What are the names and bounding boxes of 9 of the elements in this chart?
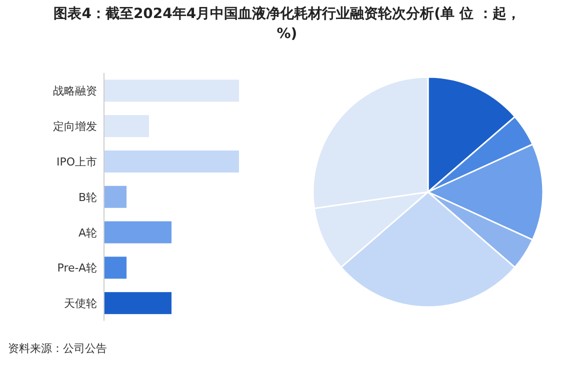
y-tick-label: B轮 (78, 190, 97, 204)
y-tick-label: A轮 (78, 226, 97, 240)
text: 资料来源：公司公告 (8, 342, 107, 355)
y-tick-label: IPO上市 (56, 156, 97, 168)
y-tick-label: 战略融资 (53, 84, 97, 98)
y-tick-label: 天使轮 (64, 297, 97, 310)
y-tick-label: Pre-A轮 (57, 262, 97, 275)
text: 图表4：截至2024年4月中国血液净化耗材行业融资轮次分析(单 位 ：起，%) (52, 5, 522, 44)
y-tick-label: 定向增发 (53, 120, 97, 134)
